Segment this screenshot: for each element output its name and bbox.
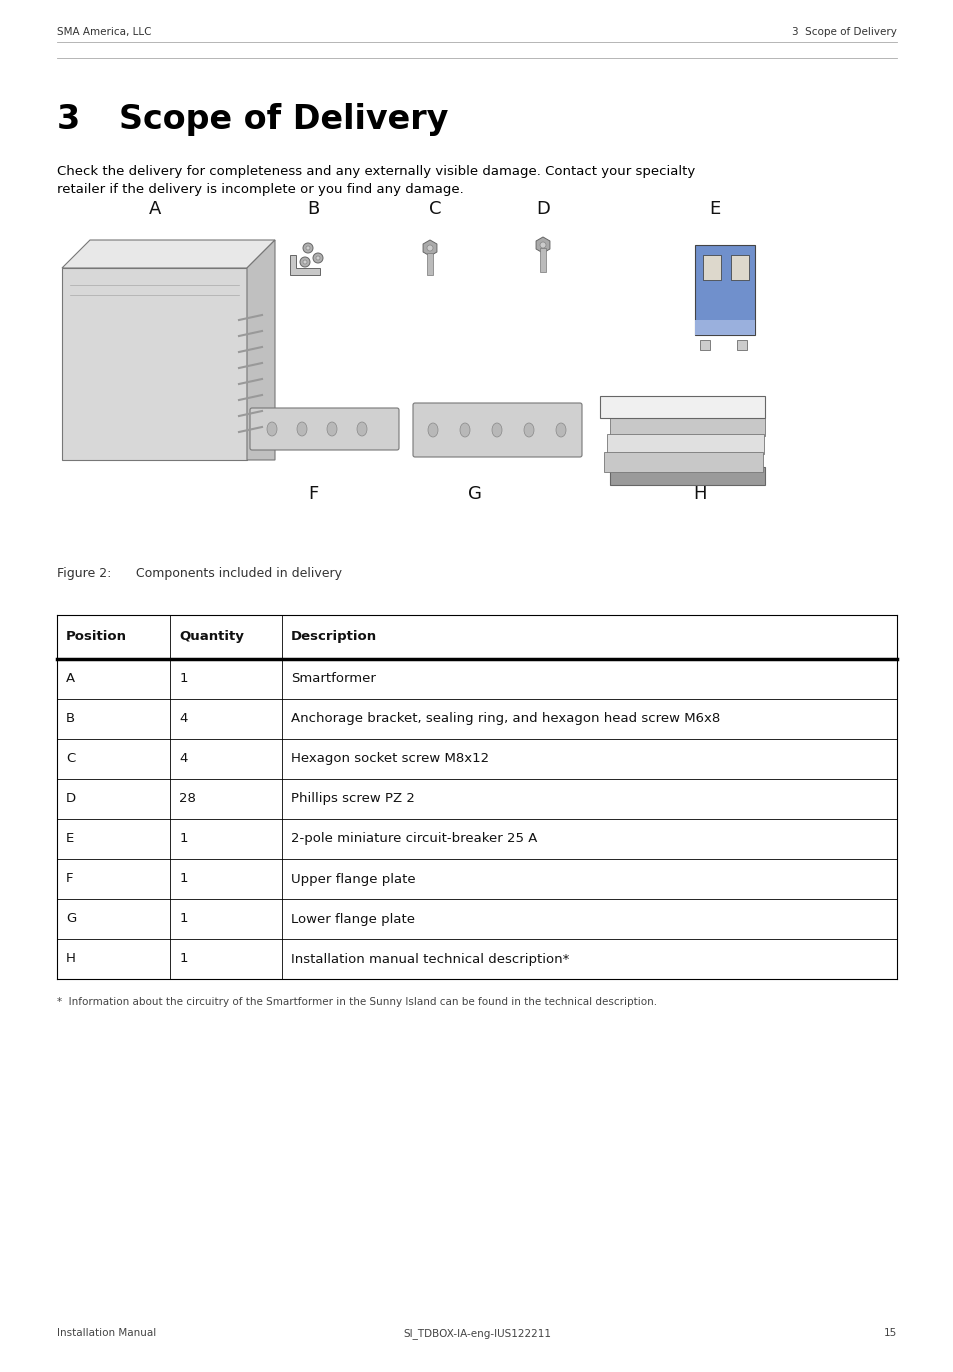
Bar	[57, 659, 896, 698]
Text: A: A	[66, 672, 75, 686]
Text: A: A	[149, 200, 161, 218]
Text: E: E	[66, 833, 74, 845]
Ellipse shape	[267, 423, 276, 436]
Text: Description: Description	[291, 631, 376, 643]
Circle shape	[539, 241, 545, 248]
Bar	[603, 451, 762, 472]
Bar	[599, 397, 764, 418]
Text: Quantity: Quantity	[179, 631, 244, 643]
Text: B: B	[307, 200, 319, 218]
Circle shape	[306, 246, 310, 250]
Text: 1: 1	[179, 912, 188, 926]
Text: H: H	[693, 484, 706, 504]
Bar	[57, 859, 896, 899]
Ellipse shape	[428, 423, 437, 438]
Text: F: F	[308, 484, 317, 504]
Ellipse shape	[327, 423, 336, 436]
Bar	[695, 320, 754, 335]
Text: Phillips screw PZ 2: Phillips screw PZ 2	[291, 793, 415, 805]
Text: H: H	[66, 952, 76, 966]
Text: 4: 4	[179, 712, 188, 726]
Circle shape	[299, 257, 310, 268]
FancyBboxPatch shape	[413, 403, 581, 457]
Text: Smartformer: Smartformer	[291, 672, 375, 686]
Text: F: F	[66, 873, 73, 885]
Text: Figure 2:    Components included in delivery: Figure 2: Components included in deliver…	[57, 567, 341, 580]
Bar	[702, 255, 720, 280]
Text: 1: 1	[179, 672, 188, 686]
Bar	[609, 466, 764, 484]
Bar	[57, 779, 896, 819]
Text: *  Information about the circuitry of the Smartformer in the Sunny Island can be: * Information about the circuitry of the…	[57, 997, 657, 1007]
Text: 1: 1	[179, 873, 188, 885]
Circle shape	[313, 252, 323, 263]
Bar	[427, 252, 433, 274]
Circle shape	[427, 246, 433, 251]
Text: 2-pole miniature circuit-breaker 25 A: 2-pole miniature circuit-breaker 25 A	[291, 833, 537, 845]
Text: Scope of Delivery: Scope of Delivery	[119, 103, 448, 136]
Circle shape	[303, 261, 307, 263]
Circle shape	[315, 257, 319, 261]
Bar	[57, 819, 896, 859]
Circle shape	[303, 243, 313, 252]
Text: 3  Scope of Delivery: 3 Scope of Delivery	[791, 27, 896, 37]
Bar	[57, 938, 896, 980]
Text: 4: 4	[179, 752, 188, 766]
Ellipse shape	[459, 423, 470, 438]
Ellipse shape	[356, 423, 367, 436]
Text: Check the delivery for completeness and any externally visible damage. Contact y: Check the delivery for completeness and …	[57, 165, 695, 196]
Ellipse shape	[556, 423, 565, 438]
Polygon shape	[62, 240, 274, 268]
Ellipse shape	[523, 423, 534, 438]
Text: G: G	[468, 484, 481, 504]
Bar	[57, 740, 896, 779]
Bar	[737, 340, 746, 350]
Bar	[609, 416, 764, 436]
Text: D: D	[536, 200, 549, 218]
Bar	[57, 899, 896, 938]
Text: Hexagon socket screw M8x12: Hexagon socket screw M8x12	[291, 752, 489, 766]
Ellipse shape	[492, 423, 501, 438]
Text: 15: 15	[882, 1328, 896, 1338]
Text: B: B	[66, 712, 75, 726]
Text: Anchorage bracket, sealing ring, and hexagon head screw M6x8: Anchorage bracket, sealing ring, and hex…	[291, 712, 720, 726]
Bar	[606, 434, 763, 454]
Text: G: G	[66, 912, 76, 926]
Text: E: E	[709, 200, 720, 218]
Bar	[695, 246, 754, 335]
Text: 28: 28	[179, 793, 196, 805]
Bar	[700, 340, 709, 350]
Polygon shape	[290, 255, 319, 274]
Bar	[730, 255, 748, 280]
Bar	[57, 615, 896, 659]
Bar	[62, 268, 247, 460]
Text: 1: 1	[179, 952, 188, 966]
FancyBboxPatch shape	[250, 407, 398, 450]
Bar	[57, 698, 896, 740]
Text: Position: Position	[66, 631, 127, 643]
Text: Installation manual technical description*: Installation manual technical descriptio…	[291, 952, 569, 966]
Text: Upper flange plate: Upper flange plate	[291, 873, 416, 885]
Text: C: C	[66, 752, 75, 766]
Text: C: C	[428, 200, 441, 218]
Text: SI_TDBOX-IA-eng-IUS122211: SI_TDBOX-IA-eng-IUS122211	[402, 1328, 551, 1339]
Text: Lower flange plate: Lower flange plate	[291, 912, 415, 926]
Text: 3: 3	[57, 103, 80, 136]
Bar	[539, 248, 545, 272]
Text: SMA America, LLC: SMA America, LLC	[57, 27, 152, 37]
Text: D: D	[66, 793, 76, 805]
Ellipse shape	[296, 423, 307, 436]
Text: Installation Manual: Installation Manual	[57, 1328, 156, 1338]
Text: 1: 1	[179, 833, 188, 845]
Polygon shape	[247, 240, 274, 460]
